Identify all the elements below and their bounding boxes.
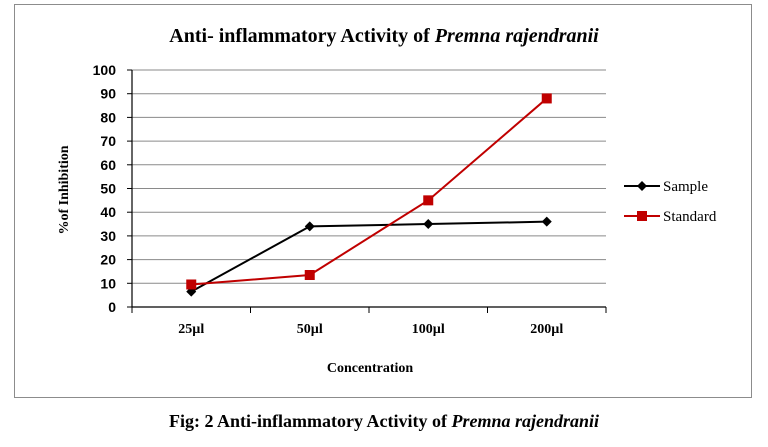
x-axis-label: Concentration bbox=[327, 361, 414, 376]
chart-title-italic: Premna rajendranii bbox=[434, 25, 599, 47]
caption-text: Fig: 2 Anti-inflammatory Activity of bbox=[169, 411, 447, 431]
x-tick-label: 200µl bbox=[530, 322, 563, 337]
data-point bbox=[541, 216, 552, 227]
data-point bbox=[423, 219, 434, 230]
data-point bbox=[304, 270, 315, 281]
legend-label: Standard bbox=[663, 209, 717, 225]
y-axis-label: %of Inhibition bbox=[57, 145, 72, 234]
series-line bbox=[190, 220, 547, 293]
data-point bbox=[304, 221, 315, 232]
figure-caption: Fig: 2 Anti-inflammatory Activity of Pre… bbox=[0, 411, 768, 432]
y-tick-label: 10 bbox=[100, 275, 116, 291]
x-tick-label: 50µl bbox=[297, 322, 323, 337]
y-tick-label: 80 bbox=[100, 109, 116, 125]
chart-title: Anti- inflammatory Activity of Premna ra… bbox=[15, 25, 753, 48]
y-tick-label: 60 bbox=[100, 157, 116, 173]
legend-item-standard: Standard bbox=[624, 209, 717, 225]
caption-italic: Premna rajendranii bbox=[451, 411, 599, 431]
series bbox=[186, 93, 552, 297]
data-point bbox=[423, 195, 434, 206]
series-standard bbox=[186, 93, 552, 290]
data-point bbox=[541, 93, 552, 104]
y-tick-label: 70 bbox=[100, 133, 116, 149]
legend-item-sample: Sample bbox=[624, 179, 708, 195]
legend-label: Sample bbox=[663, 179, 708, 195]
y-tick-labels: 0 10 20 30 40 50 60 70 80 90 100 bbox=[93, 62, 117, 315]
series-line bbox=[191, 97, 548, 286]
x-tick-label: 100µl bbox=[412, 322, 445, 337]
y-tick-label: 40 bbox=[100, 204, 116, 220]
chart-title-text: Anti- inflammatory Activity of bbox=[169, 25, 430, 47]
series-sample bbox=[186, 216, 552, 297]
y-tick-label: 30 bbox=[100, 228, 116, 244]
y-tick-label: 100 bbox=[93, 62, 117, 78]
gridlines bbox=[132, 69, 606, 284]
legend-swatch-marker bbox=[637, 211, 647, 221]
line-chart: 0 10 20 30 40 50 60 70 80 90 100 25µl 50µl 100µl 200µ… bbox=[57, 62, 717, 376]
legend-swatch-marker bbox=[637, 181, 647, 191]
x-tick-label: 25µl bbox=[178, 322, 204, 337]
y-tick-label: 50 bbox=[100, 181, 116, 197]
x-tick-labels: 25µl 50µl 100µl 200µl bbox=[178, 322, 563, 337]
axes bbox=[127, 69, 607, 313]
y-tick-label: 20 bbox=[100, 252, 116, 268]
legend: Sample Standard bbox=[624, 179, 717, 225]
y-tick-label: 0 bbox=[108, 299, 116, 315]
y-tick-label: 90 bbox=[100, 86, 116, 102]
data-point bbox=[186, 279, 197, 290]
